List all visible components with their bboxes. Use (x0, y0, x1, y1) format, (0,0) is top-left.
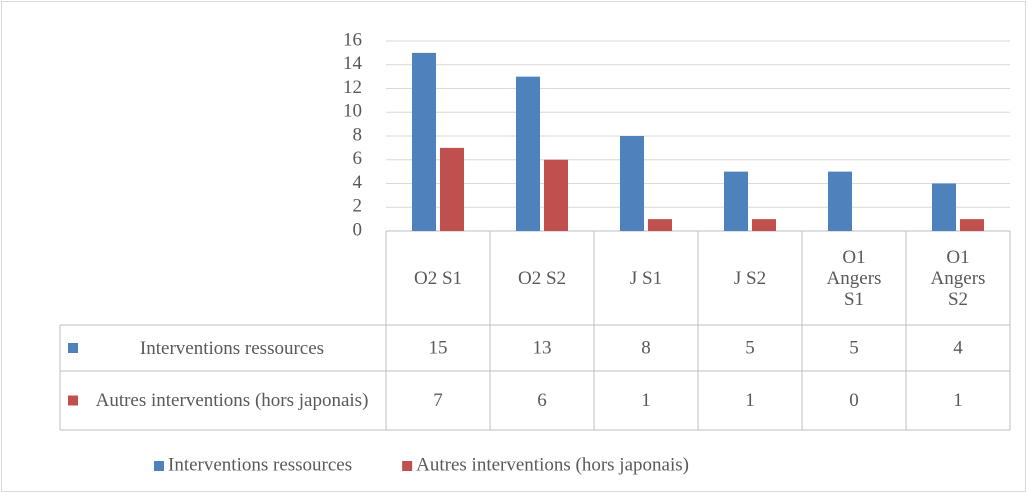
table-value: 4 (953, 337, 963, 358)
y-tick-label: 14 (343, 53, 363, 74)
legend-key (68, 343, 78, 353)
x-tick-label-text: O2 S2 (517, 267, 567, 289)
table-series-name-box: Interventions ressources (82, 325, 382, 371)
x-tick-label-box: J S2 (715, 231, 785, 325)
bar (412, 52, 436, 231)
x-tick-label-box: O1 Angers S1 (819, 231, 889, 325)
table-value: 5 (849, 337, 859, 358)
x-tick-label-text: O1 Angers S2 (930, 246, 986, 310)
table-series-name: Interventions ressources (82, 325, 382, 371)
y-tick-label: 2 (353, 196, 363, 217)
x-tick-label-box: O2 S2 (507, 231, 577, 325)
bar (648, 219, 672, 231)
y-tick-label: 8 (353, 124, 363, 145)
x-tick-label: J S2 (715, 231, 785, 325)
x-tick-label-text: O1 Angers S1 (826, 246, 882, 310)
table-value: 1 (641, 390, 651, 411)
bar (932, 183, 956, 231)
y-tick-label: 4 (353, 172, 363, 193)
table-series-name: Autres interventions (hors japonais) (82, 371, 382, 430)
table-value: 13 (533, 337, 552, 358)
table-series-name-text: Interventions ressources (139, 337, 325, 359)
table-value: 0 (849, 390, 859, 411)
table-value: 8 (641, 337, 651, 358)
x-tick-label-text: J S1 (629, 267, 663, 289)
y-tick-label: 6 (353, 148, 363, 169)
y-tick-label: 12 (343, 77, 362, 98)
bar (620, 136, 644, 231)
table-value: 6 (537, 390, 547, 411)
y-tick-label: 16 (343, 29, 362, 50)
bar (516, 76, 540, 231)
x-tick-label: O2 S1 (403, 231, 473, 325)
bar (724, 171, 748, 231)
bar (828, 171, 852, 231)
x-tick-label-text: O2 S1 (413, 267, 463, 289)
x-tick-label-box: O1 Angers S2 (923, 231, 993, 325)
table-series-name-text: Autres interventions (hors japonais) (95, 390, 369, 411)
bar (544, 159, 568, 231)
legend-key (68, 395, 78, 406)
x-tick-label: O1 Angers S1 (819, 231, 889, 325)
table-value: 1 (745, 390, 755, 411)
table-value: 15 (429, 337, 448, 358)
bar (440, 147, 464, 231)
table-value: 5 (745, 337, 755, 358)
bar (752, 219, 776, 231)
table-series-name-box: Autres interventions (hors japonais) (82, 371, 382, 430)
legend-label: Autres interventions (hors japonais) (416, 454, 689, 475)
x-tick-label-box: J S1 (611, 231, 681, 325)
x-tick-label-text: J S2 (733, 267, 767, 289)
legend-label: Interventions ressources (168, 454, 352, 475)
x-tick-label: O2 S2 (507, 231, 577, 325)
y-tick-label: 0 (353, 219, 363, 240)
y-tick-label: 10 (343, 101, 362, 122)
legend-key (154, 461, 164, 471)
x-tick-label: O1 Angers S2 (923, 231, 993, 325)
bar (960, 219, 984, 231)
legend-key (402, 461, 413, 471)
x-tick-label-box: O2 S1 (403, 231, 473, 325)
x-tick-label: J S1 (611, 231, 681, 325)
table-value: 7 (433, 390, 443, 411)
table-value: 1 (953, 390, 963, 411)
